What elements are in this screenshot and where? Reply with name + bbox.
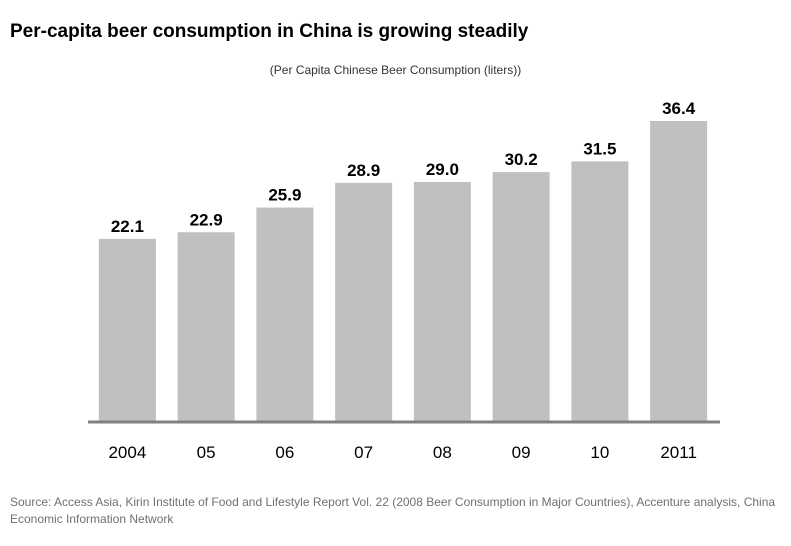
tick-label-07: 07: [354, 443, 373, 462]
data-label-2011: 36.4: [662, 99, 696, 118]
bar-08: [413, 181, 471, 421]
tick-label-2004: 2004: [108, 443, 146, 462]
data-label-09: 30.2: [505, 150, 538, 169]
labels-layer: 22.1 2004 22.9 05 25.9 06 28.9 07 29.0 08 30.2 09 31…: [108, 99, 696, 462]
tick-label-2011: 2011: [660, 443, 697, 462]
bar-10: [571, 161, 629, 421]
data-label-05: 22.9: [190, 210, 223, 229]
tick-label-05: 05: [197, 443, 216, 462]
bar-2004: [98, 238, 156, 421]
data-label-10: 31.5: [583, 139, 616, 158]
data-label-2004: 22.1: [111, 217, 144, 236]
tick-label-06: 06: [275, 443, 294, 462]
tick-label-08: 08: [433, 443, 452, 462]
chart-subtitle: (Per Capita Chinese Beer Consumption (li…: [269, 63, 522, 77]
bar-07: [335, 182, 393, 421]
data-label-07: 28.9: [347, 161, 380, 180]
chart-title: Per-capita beer consumption in China is …: [10, 21, 529, 42]
bar-05: [177, 232, 235, 421]
data-label-08: 29.0: [426, 160, 459, 179]
tick-label-09: 09: [512, 443, 531, 462]
bar-06: [256, 207, 314, 421]
bar-09: [492, 172, 550, 421]
bars-layer: [98, 121, 708, 421]
source-note: Source: Access Asia, Kirin Institute of …: [10, 495, 776, 526]
data-label-06: 25.9: [268, 186, 301, 205]
bar-2011: [650, 121, 708, 421]
tick-label-10: 10: [590, 443, 609, 462]
